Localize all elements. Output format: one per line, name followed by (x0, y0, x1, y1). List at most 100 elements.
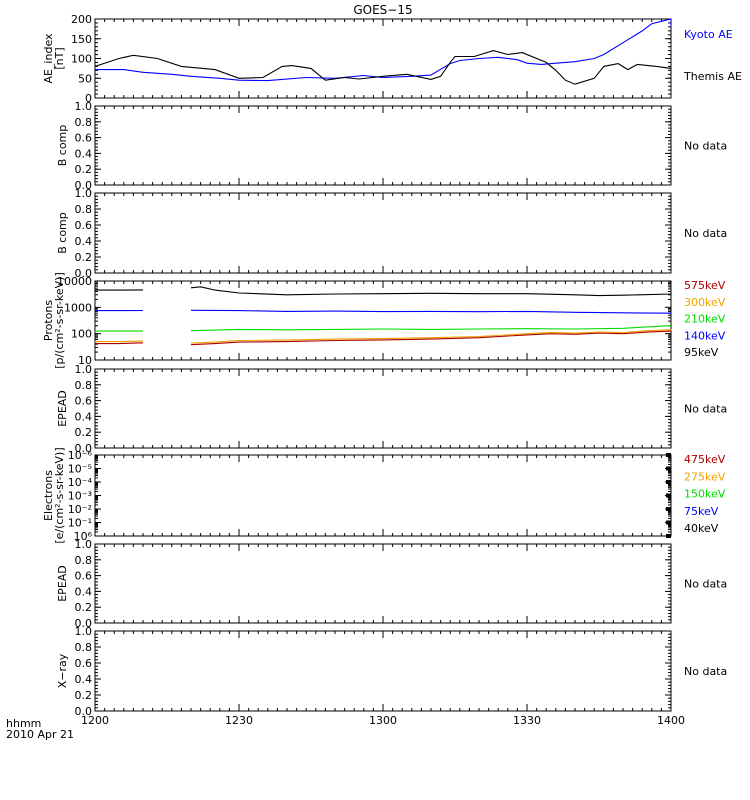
y-tick-label: 0.8 (75, 116, 93, 129)
y-axis-label: Protons (42, 300, 55, 341)
y-axis-label: EPEAD (56, 565, 69, 602)
legend-label: 40keV (684, 522, 719, 535)
legend-label: 210keV (684, 313, 726, 326)
y-axis-label: Electrons (42, 470, 55, 521)
y-tick-label: 150 (71, 33, 92, 46)
panel-frame (94, 454, 672, 537)
panel-frame (94, 368, 672, 449)
y-tick-label: 10⁻³ (68, 490, 92, 503)
y-tick-label: 1.0 (75, 363, 93, 376)
y-tick-label: 100 (71, 328, 92, 341)
panel-frame (94, 630, 672, 712)
y-tick-label: 100 (71, 53, 92, 66)
y-tick-label: 200 (71, 13, 92, 26)
edge-marker (666, 453, 671, 457)
y-tick-label: 0.4 (75, 673, 93, 686)
edge-marker (666, 493, 671, 498)
y-tick-label: 0.8 (75, 379, 93, 392)
series-line-575kev (190, 330, 672, 346)
y-tick-label: 0.6 (75, 570, 93, 583)
y-tick-label: 0.0 (75, 179, 93, 192)
y-tick-label: 0.4 (75, 235, 93, 248)
y-tick-label: 50 (78, 72, 92, 85)
time-unit-label: hhmm (6, 717, 41, 730)
panel-ae-index: 0 50 100 150 200 AE_index[nT] Kyoto AE Themis A… (42, 13, 742, 105)
y-tick-label: 10⁻⁶ (68, 449, 93, 462)
y-tick-label: 1.0 (75, 100, 93, 113)
x-tick-label: 1230 (225, 714, 253, 727)
y-tick-label: 0.0 (75, 442, 93, 455)
y-tick-label: 0.6 (75, 132, 93, 145)
panel-frame (94, 18, 672, 99)
y-tick-label: 0.4 (75, 410, 93, 423)
y-tick-label: 10000 (57, 275, 92, 288)
date-label: 2010 Apr 21 (6, 728, 74, 741)
y-tick-label: 0.0 (75, 705, 93, 718)
panel-epead-2: 0.0 0.2 0.4 0.6 0.8 1.0 EPEAD No data (56, 538, 727, 630)
legend-label: 95keV (684, 346, 719, 359)
panel-frame (94, 543, 672, 624)
legend-label: 275keV (684, 470, 726, 483)
y-tick-label: 0.6 (75, 395, 93, 408)
x-tick-label: 1300 (369, 714, 397, 727)
legend-label: Kyoto AE (684, 28, 733, 41)
y-tick-label: 0 (85, 92, 92, 105)
edge-marker (666, 466, 671, 471)
x-tick-label: 1200 (81, 714, 109, 727)
no-data-label: No data (684, 578, 727, 591)
legend-label: Themis AE (683, 70, 742, 83)
y-axis-label: [e/(cm²-s-sr-keV)] (53, 447, 66, 543)
series-line-140kev (190, 309, 672, 314)
y-tick-label: 1.0 (75, 187, 93, 200)
no-data-label: No data (684, 227, 727, 240)
y-axis-label: EPEAD (56, 390, 69, 427)
series-line-95kev (190, 286, 672, 297)
y-tick-label: 0.0 (75, 267, 93, 280)
panel-frame (94, 192, 672, 274)
y-tick-label: 0.2 (75, 163, 93, 176)
y-tick-label: 0.6 (75, 657, 93, 670)
y-tick-label: 10⁻¹ (68, 517, 92, 530)
y-tick-label: 10⁻² (68, 503, 92, 516)
y-axis-label: [nT] (53, 47, 66, 69)
edge-marker (666, 534, 671, 538)
no-data-label: No data (684, 140, 727, 153)
y-tick-label: 10⁻⁴ (68, 476, 93, 489)
y-tick-label: 0.4 (75, 147, 93, 160)
y-tick-label: 10 (78, 354, 92, 367)
y-tick-label: 0.8 (75, 554, 93, 567)
y-tick-label: 1.0 (75, 625, 93, 638)
plot-title: GOES−15 (353, 3, 412, 17)
legend-label: 150keV (684, 488, 726, 501)
y-tick-label: 0.2 (75, 601, 93, 614)
edge-marker (666, 480, 671, 484)
series-line-300kev (190, 329, 672, 344)
series-line-themis-ae (94, 50, 672, 85)
legend-label: 575keV (684, 279, 726, 292)
y-axis-label: X−ray (56, 653, 69, 688)
series-line-575kev (95, 342, 144, 345)
y-tick-label: 0.8 (75, 203, 93, 216)
series-line-210kev (190, 325, 672, 332)
edge-marker (666, 520, 671, 525)
y-tick-label: 0.2 (75, 251, 93, 264)
panel-b-comp-2: 0.0 0.2 0.4 0.6 0.8 1.0 B comp No data (56, 187, 727, 280)
y-tick-label: 0.6 (75, 219, 93, 232)
series-line-300kev (95, 340, 144, 343)
x-tick-label: 1400 (657, 714, 685, 727)
edge-marker (666, 507, 671, 511)
panel-frame (94, 105, 672, 186)
y-tick-label: 1.0 (75, 538, 93, 551)
legend-label: 475keV (684, 453, 726, 466)
legend-label: 300keV (684, 296, 726, 309)
series-line-kyoto-ae (95, 18, 672, 82)
y-axis-label: B comp (56, 212, 69, 254)
y-axis-label: [p/(cm²-s-sr-keV)] (53, 272, 66, 369)
panel-frame (94, 280, 672, 361)
y-axis-label: B comp (56, 125, 69, 167)
legend-label: 75keV (684, 505, 719, 518)
panel-epead-1: 0.0 0.2 0.4 0.6 0.8 1.0 EPEAD No data (56, 363, 727, 455)
y-axis-label: AE_index (42, 33, 55, 84)
